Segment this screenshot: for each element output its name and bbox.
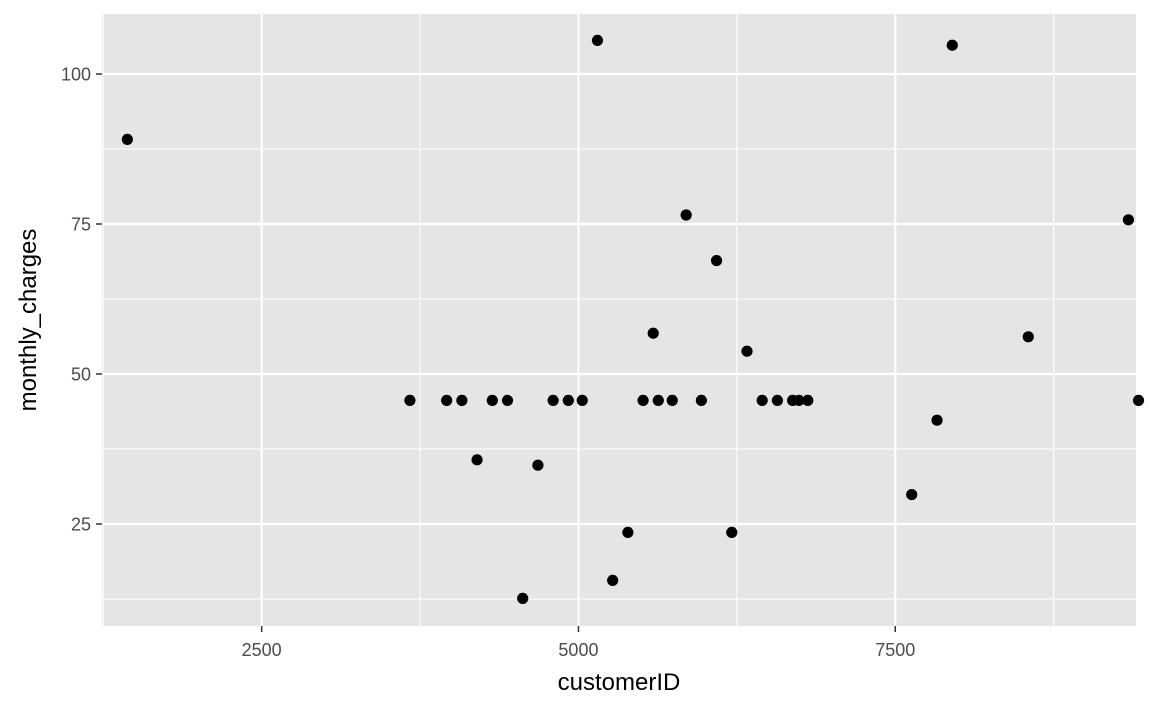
data-point bbox=[637, 394, 649, 406]
data-point bbox=[591, 34, 604, 47]
data-point bbox=[471, 454, 483, 466]
data-point bbox=[756, 394, 768, 406]
data-point bbox=[456, 394, 468, 406]
data-point bbox=[710, 255, 723, 267]
data-point bbox=[771, 394, 783, 406]
data-point bbox=[695, 394, 707, 406]
data-point bbox=[726, 526, 738, 539]
plot-panel bbox=[102, 14, 1136, 626]
y-tick-label: 50 bbox=[71, 365, 91, 385]
data-point bbox=[931, 414, 943, 426]
data-point bbox=[622, 526, 634, 539]
data-point bbox=[647, 327, 659, 339]
x-tick-label: 5000 bbox=[558, 640, 598, 660]
data-point bbox=[404, 394, 416, 406]
data-point bbox=[793, 394, 805, 406]
data-point bbox=[562, 394, 574, 406]
data-point bbox=[121, 133, 133, 145]
x-tick-label: 2500 bbox=[242, 640, 282, 660]
data-point bbox=[547, 394, 559, 406]
data-points bbox=[121, 34, 1145, 605]
data-point bbox=[1022, 331, 1034, 343]
y-tick-label: 100 bbox=[61, 65, 91, 85]
data-point bbox=[441, 394, 453, 406]
minor-gridlines bbox=[102, 14, 1136, 626]
data-point bbox=[517, 592, 529, 605]
major-gridlines bbox=[102, 14, 1136, 626]
data-point bbox=[802, 394, 814, 406]
data-point bbox=[652, 394, 664, 406]
data-point bbox=[607, 574, 619, 587]
data-point bbox=[680, 209, 692, 221]
data-point bbox=[501, 394, 514, 406]
x-axis-ticks: 2500 5000 7500 bbox=[242, 626, 915, 660]
data-point bbox=[532, 459, 544, 471]
data-point bbox=[906, 489, 918, 501]
data-point bbox=[946, 39, 958, 51]
data-point bbox=[486, 394, 498, 406]
y-axis-ticks: 25 50 75 100 bbox=[61, 65, 102, 535]
data-point bbox=[1122, 214, 1134, 226]
data-point bbox=[1132, 394, 1145, 406]
y-tick-label: 75 bbox=[71, 215, 91, 235]
data-point bbox=[666, 394, 678, 406]
data-point bbox=[576, 394, 588, 406]
y-tick-label: 25 bbox=[71, 515, 91, 535]
y-axis-title: monthly_charges bbox=[15, 229, 42, 412]
x-axis-title: customerID bbox=[558, 669, 681, 696]
data-point bbox=[741, 345, 753, 357]
x-tick-label: 7500 bbox=[875, 640, 915, 660]
